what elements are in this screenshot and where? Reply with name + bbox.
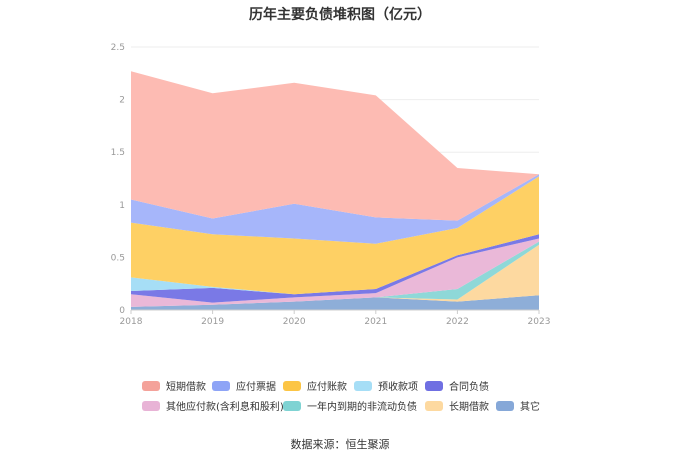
y-tick-label: 1.5 (111, 148, 125, 158)
x-tick-label: 2020 (283, 317, 306, 327)
x-tick-label: 2021 (364, 317, 387, 327)
chart-title: 历年主要负债堆积图（亿元） (249, 7, 431, 23)
axes: 0 0.5 1 1.5 2 2.5 2018 2019 2020 2021 2022 2023 (111, 43, 551, 327)
legend-swatch (354, 380, 372, 391)
legend-swatch (283, 400, 301, 411)
legend-item[interactable]: 应付票据 (212, 378, 276, 393)
y-tick-label: 0 (119, 306, 125, 316)
legend-swatch (425, 380, 443, 391)
legend-label: 合同负债 (449, 382, 489, 393)
legend-swatch (496, 400, 514, 411)
legend-swatch (425, 400, 443, 411)
legend-label: 其它 (520, 402, 540, 413)
y-tick-label: 0.5 (111, 253, 125, 263)
legend-swatch (212, 380, 230, 391)
legend-item[interactable]: 其它 (496, 398, 540, 413)
area-7[interactable] (131, 174, 539, 244)
legend-swatch (142, 400, 160, 411)
area-5[interactable] (131, 234, 539, 295)
legend-label: 应付票据 (236, 382, 276, 393)
legend-swatch (283, 380, 301, 391)
area-3[interactable] (131, 238, 539, 307)
legend-item[interactable]: 预收款项 (354, 378, 418, 393)
x-tick-label: 2019 (201, 317, 224, 327)
x-tick-label: 2018 (120, 317, 143, 327)
y-tick-label: 2 (119, 96, 125, 106)
x-tick-label: 2022 (446, 317, 469, 327)
area-4[interactable] (131, 234, 539, 303)
y-tick-label: 2.5 (111, 43, 125, 53)
legend-swatch (142, 380, 160, 391)
area-8[interactable] (131, 71, 539, 221)
area-6[interactable] (131, 176, 539, 295)
legend-item[interactable]: 一年内到期的非流动负债 (283, 398, 417, 413)
legend-label: 短期借款 (166, 382, 206, 393)
legend-item[interactable]: 其他应付款(含利息和股利) (142, 398, 284, 413)
legend-item[interactable]: 应付账款 (283, 378, 347, 393)
legend-label: 长期借款 (449, 402, 489, 413)
area-series (131, 71, 539, 310)
legend-item[interactable]: 长期借款 (425, 398, 489, 413)
legend-label: 一年内到期的非流动负债 (307, 402, 417, 413)
legend-item[interactable]: 短期借款 (142, 378, 206, 393)
source-text: 数据来源：恒生聚源 (290, 438, 390, 451)
legend-label: 其他应付款(含利息和股利) (166, 402, 284, 413)
legend-label: 预收款项 (378, 382, 418, 393)
legend-label: 应付账款 (307, 382, 347, 393)
x-tick-label: 2023 (528, 317, 551, 327)
y-tick-label: 1 (119, 201, 125, 211)
legend-item[interactable]: 合同负债 (425, 378, 489, 393)
area-0[interactable] (131, 295, 539, 310)
